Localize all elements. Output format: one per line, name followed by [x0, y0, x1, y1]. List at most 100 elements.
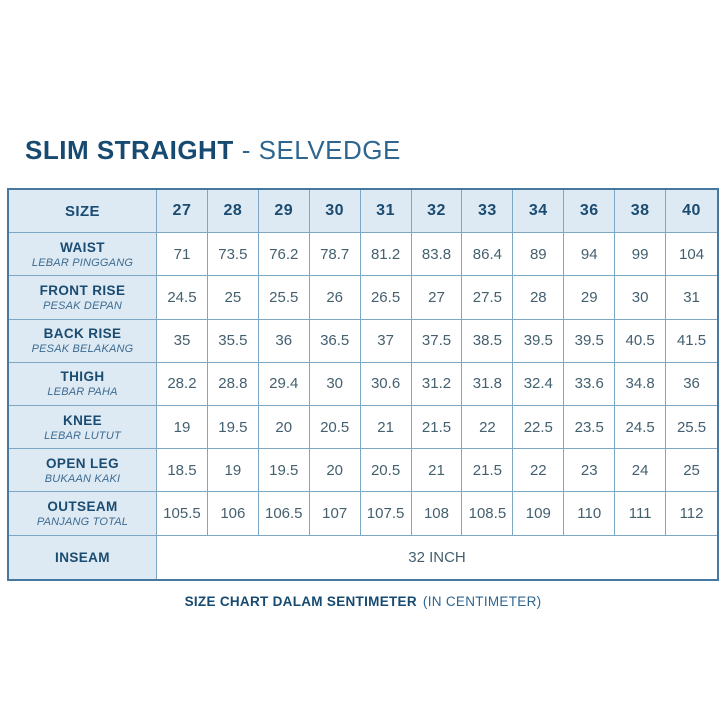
size-header-40: 40 [666, 190, 717, 234]
value-cell: 81.2 [360, 233, 412, 277]
size-header-33: 33 [462, 190, 514, 234]
size-header-32: 32 [411, 190, 463, 234]
page-title-product: SLIM STRAIGHT [25, 135, 234, 165]
value-cell: 25 [666, 449, 717, 493]
value-cell: 27 [411, 276, 463, 320]
value-cell: 94 [564, 233, 616, 277]
value-cell: 32.4 [513, 362, 565, 406]
value-cell: 19.5 [258, 449, 310, 493]
value-cell: 71 [157, 233, 208, 277]
value-cell: 36.5 [309, 319, 361, 363]
footer-note-bold: SIZE CHART DALAM SENTIMETER [184, 594, 417, 609]
row-label-open-leg: OPEN LEG BUKAAN KAKI [9, 449, 157, 493]
value-cell: 34.8 [615, 362, 667, 406]
value-cell: 108 [411, 492, 463, 536]
value-cell: 111 [615, 492, 667, 536]
row-label-thigh: THIGH LEBAR PAHA [9, 362, 157, 406]
size-header-34: 34 [513, 190, 565, 234]
row-label-outseam: OUTSEAM PANJANG TOTAL [9, 492, 157, 536]
value-cell: 28 [513, 276, 565, 320]
value-cell: 37 [360, 319, 412, 363]
value-cell: 24.5 [157, 276, 208, 320]
value-cell: 20.5 [360, 449, 412, 493]
footer-note: SIZE CHART DALAM SENTIMETER (IN CENTIMETE… [0, 594, 726, 609]
value-cell: 19 [157, 405, 208, 450]
size-header-28: 28 [207, 190, 259, 234]
value-cell: 73.5 [207, 233, 259, 277]
value-cell: 22 [462, 405, 514, 450]
row-label-inseam-title: INSEAM [55, 549, 110, 565]
size-header-29: 29 [258, 190, 310, 234]
row-label-back-rise-subtitle: PESAK BELAKANG [31, 343, 134, 356]
value-cell: 25.5 [258, 276, 310, 320]
row-label-open-leg-title: OPEN LEG [46, 455, 119, 471]
value-cell: 104 [666, 233, 717, 277]
value-cell: 24.5 [615, 405, 667, 450]
value-cell: 106.5 [258, 492, 310, 536]
value-cell: 110 [564, 492, 616, 536]
value-cell: 20.5 [309, 405, 361, 450]
value-cell: 35.5 [207, 319, 259, 363]
row-label-outseam-subtitle: PANJANG TOTAL [36, 515, 129, 528]
value-cell: 30 [309, 362, 361, 406]
value-cell: 21.5 [462, 449, 514, 493]
value-cell: 35 [157, 319, 208, 363]
row-label-thigh-title: THIGH [60, 369, 105, 385]
row-label-waist-subtitle: LEBAR PINGGANG [31, 256, 134, 269]
value-cell: 21.5 [411, 405, 463, 450]
row-label-back-rise-title: BACK RISE [43, 326, 122, 342]
row-label-knee: KNEE LEBAR LUTUT [9, 405, 157, 450]
row-label-outseam-title: OUTSEAM [47, 498, 118, 514]
value-cell: 83.8 [411, 233, 463, 277]
value-cell: 22.5 [513, 405, 565, 450]
row-label-front-rise-subtitle: PESAK DEPAN [42, 299, 123, 312]
value-cell: 30.6 [360, 362, 412, 406]
value-cell: 30 [615, 276, 667, 320]
value-cell: 22 [513, 449, 565, 493]
value-cell: 40.5 [615, 319, 667, 363]
value-cell: 89 [513, 233, 565, 277]
value-cell: 31.8 [462, 362, 514, 406]
value-cell: 37.5 [411, 319, 463, 363]
value-cell: 24 [615, 449, 667, 493]
value-cell: 39.5 [513, 319, 565, 363]
value-cell: 105.5 [157, 492, 208, 536]
value-cell: 19 [207, 449, 259, 493]
size-header-30: 30 [309, 190, 361, 234]
value-cell: 36 [666, 363, 717, 406]
row-label-waist: WAIST LEBAR PINGGANG [9, 233, 157, 277]
inseam-value-cell: 32 INCH [408, 548, 466, 566]
value-cell: 76.2 [258, 233, 310, 277]
value-cell: 18.5 [157, 449, 208, 493]
row-label-knee-title: KNEE [62, 412, 103, 428]
size-header-27: 27 [157, 190, 208, 234]
size-header-31: 31 [360, 190, 412, 234]
value-cell: 107 [309, 492, 361, 536]
footer-note-regular: (IN CENTIMETER) [422, 594, 542, 609]
size-table: SIZE 27 28 29 30 31 32 33 34 36 38 40 WAIST LEBAR PIN… [7, 188, 719, 581]
value-cell: 28.2 [157, 362, 208, 406]
page-title: SLIM STRAIGHT - SELVEDGE [25, 135, 401, 165]
value-cell: 31 [666, 276, 717, 320]
value-cell: 78.7 [309, 233, 361, 277]
row-label-inseam: INSEAM [9, 535, 157, 579]
size-header-38: 38 [615, 190, 667, 234]
value-cell: 20 [258, 405, 310, 450]
value-cell: 23 [564, 449, 616, 493]
row-label-back-rise: BACK RISE PESAK BELAKANG [9, 319, 157, 363]
value-cell: 21 [360, 405, 412, 450]
size-header-cell-title: SIZE [65, 202, 100, 220]
value-cell: 31.2 [411, 362, 463, 406]
value-cell: 29 [564, 276, 616, 320]
value-cell: 107.5 [360, 492, 412, 536]
value-cell: 25.5 [666, 406, 717, 450]
value-cell: 26 [309, 276, 361, 320]
value-cell: 28.8 [207, 362, 259, 406]
row-label-thigh-subtitle: LEBAR PAHA [47, 386, 118, 399]
row-label-waist-title: WAIST [60, 239, 105, 255]
value-cell: 29.4 [258, 362, 310, 406]
row-label-knee-subtitle: LEBAR LUTUT [44, 429, 121, 442]
value-cell: 19.5 [207, 405, 259, 450]
value-cell: 86.4 [462, 233, 514, 277]
